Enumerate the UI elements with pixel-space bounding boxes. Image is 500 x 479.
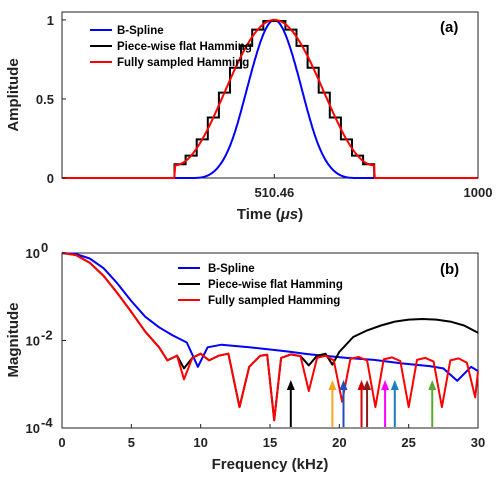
legend-label-b-spline: B-Spline <box>208 263 255 275</box>
panel-b-frame <box>61 252 479 429</box>
panel-b-x-ticks: 0 5 10 15 20 25 30 <box>58 424 485 450</box>
series-line-b-spline <box>61 252 479 382</box>
y-tick-exponent: -4 <box>41 415 53 430</box>
y-tick-exponent: -2 <box>41 328 53 343</box>
panel-a-x-label: Time (μs) <box>237 206 303 223</box>
x-tick-label: 10 <box>193 435 207 450</box>
x-tick-label: 15 <box>263 435 277 450</box>
marker-arrow-2 <box>328 380 337 427</box>
marker-arrow-8 <box>428 380 437 427</box>
panel-b-x-label: Frequency (kHz) <box>212 456 329 473</box>
series-line-piece-wise-flat-hamming <box>62 20 478 179</box>
marker-arrow-1 <box>286 380 295 427</box>
x-tick-label: 510.46 <box>254 185 294 200</box>
panel-a-legend: B-Spline Piece-wise flat Hamming Fully sam… <box>90 25 252 69</box>
legend-label-fully-sampled-hamming: Fully sampled Hamming <box>208 295 340 307</box>
panel-b-arrows <box>286 380 437 427</box>
panel-b-legend: B-Spline Piece-wise flat Hamming Fully sam… <box>178 263 343 307</box>
legend-label-piece-wise-flat-hamming: Piece-wise flat Hamming <box>208 279 343 291</box>
y-tick-exponent: 0 <box>41 240 48 255</box>
panel-a-y-label: Amplitude <box>5 58 22 131</box>
y-tick-label: 10 <box>26 334 40 349</box>
series-line-fully-sampled-hamming <box>62 18 478 179</box>
y-tick-label: 10 <box>26 246 40 261</box>
y-tick-label: 0 <box>47 171 54 186</box>
panel-b-y-label: Magnitude <box>5 303 22 378</box>
panel-a-x-ticks: 510.46 1000 <box>254 174 492 200</box>
y-tick-label: 10 <box>26 421 40 436</box>
panel-a-x-unit: μs <box>280 206 298 223</box>
marker-arrow-6 <box>381 380 390 427</box>
marker-arrow-5 <box>363 380 372 427</box>
panel-b-tag: (b) <box>440 261 459 278</box>
x-tick-label: 20 <box>332 435 346 450</box>
series-line-fully-sampled-hamming <box>61 252 479 422</box>
x-tick-label: 1000 <box>464 185 493 200</box>
x-tick-label: 30 <box>471 435 485 450</box>
y-tick-label: 1 <box>47 13 54 28</box>
legend-label-b-spline: B-Spline <box>117 25 164 37</box>
x-tick-label: 25 <box>401 435 415 450</box>
panel-a-frame <box>61 11 479 179</box>
y-tick-label: 0.5 <box>36 92 54 107</box>
panel-a-plot-area <box>62 18 478 179</box>
legend-label-fully-sampled-hamming: Fully sampled Hamming <box>117 57 249 69</box>
panel-b-plot-area <box>61 252 479 422</box>
panel-a-y-ticks: 00.51 <box>36 13 66 186</box>
panel-a-tag: (a) <box>440 19 458 36</box>
x-tick-label: 0 <box>58 435 65 450</box>
panel-a: 510.46 1000 00.51 Time (μs) Amplitude (a)… <box>5 11 492 223</box>
legend-label-piece-wise-flat-hamming: Piece-wise flat Hamming <box>117 41 252 53</box>
marker-arrow-3 <box>339 380 348 427</box>
x-tick-label: 5 <box>128 435 135 450</box>
marker-arrow-4 <box>357 380 366 427</box>
marker-arrow-7 <box>390 380 399 427</box>
